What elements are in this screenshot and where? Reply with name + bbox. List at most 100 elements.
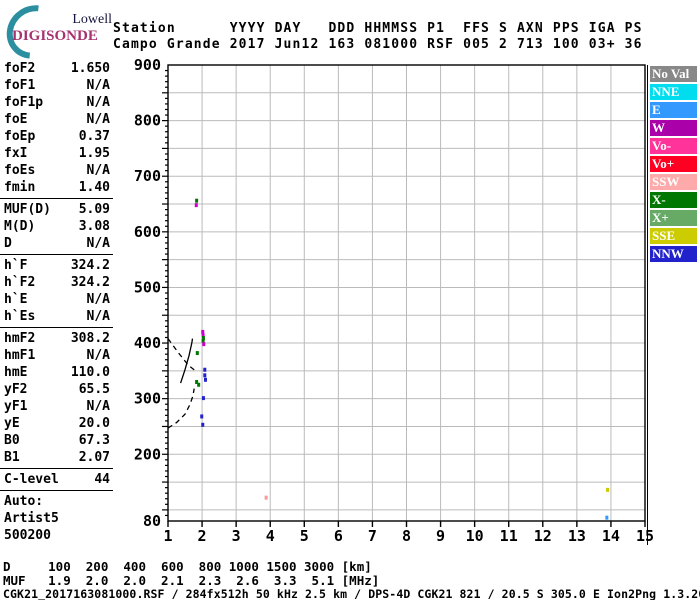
parameter-value: 65.5 <box>78 382 110 397</box>
echo-point <box>605 515 609 520</box>
x-tick-label: 9 <box>436 527 445 545</box>
legend-item-sse: SSE <box>650 228 697 244</box>
parameter-row: MUF(D) 5.09 <box>0 201 113 218</box>
echo-point <box>264 495 268 500</box>
echo-point <box>203 373 207 378</box>
y-tick-label: 200 <box>134 445 161 463</box>
parameter-label: fxI <box>4 146 28 161</box>
y-tick-label: 900 <box>134 56 161 74</box>
parameter-label: yF1 <box>4 399 28 414</box>
logo-digisonde-text: DIGISONDE <box>12 28 98 44</box>
parameter-value: N/A <box>86 348 110 363</box>
echo-point <box>195 379 199 384</box>
legend-item-x: X- <box>650 192 697 208</box>
parameter-label: foF2 <box>4 61 36 76</box>
parameter-label: B1 <box>4 450 20 465</box>
legend-item-ssw: SSW <box>650 174 697 190</box>
legend-item-vo: Vo- <box>650 138 697 154</box>
x-tick-label: 4 <box>266 527 275 545</box>
header-column-titles: Station YYYY DAY DDD HHMMSS P1 FFS S AXN… <box>113 21 643 36</box>
status-line: CGK21_2017163081000.RSF / 284fx512h 50 k… <box>3 587 700 600</box>
parameter-group: MUF(D) 5.09 M(D) 3.08 D N/A <box>0 201 113 255</box>
legend-separator-line <box>647 65 648 545</box>
echo-point <box>201 338 205 343</box>
y-tick-label: 400 <box>134 334 161 352</box>
x-tick-label: 11 <box>500 527 518 545</box>
echo-point <box>197 382 201 387</box>
parameter-row: h`F 324.2 <box>0 257 113 274</box>
parameter-row: foE N/A <box>0 111 113 128</box>
echo-point <box>201 336 205 341</box>
echo-point <box>201 333 205 338</box>
x-tick-label: 2 <box>198 527 207 545</box>
y-tick-label: 300 <box>134 390 161 408</box>
parameter-row: hmE 110.0 <box>0 364 113 381</box>
echo-point <box>195 198 199 203</box>
parameter-row: yF2 65.5 <box>0 381 113 398</box>
parameter-label: fmin <box>4 180 36 195</box>
parameter-group: Auto: Artist5 500200 <box>0 493 113 546</box>
parameter-row: Auto: <box>0 493 113 510</box>
parameter-label: h`F2 <box>4 275 36 290</box>
parameter-label: hmF1 <box>4 348 36 363</box>
parameter-value: 1.650 <box>70 61 110 76</box>
parameter-label: M(D) <box>4 219 36 234</box>
parameter-label: yE <box>4 416 20 431</box>
parameter-row: h`E N/A <box>0 291 113 308</box>
parameter-group: hmF2 308.2 hmF1 N/A hmE 110.0 yF2 65.5 yF1 N/A yE 2… <box>0 330 113 469</box>
parameter-group: h`F 324.2 h`F2 324.2 h`E N/A h`Es N/A <box>0 257 113 328</box>
parameter-row: h`F2 324.2 <box>0 274 113 291</box>
parameter-value: 20.0 <box>78 416 110 431</box>
parameter-value: 5.09 <box>78 202 110 217</box>
profile-curve-dashed <box>167 338 198 373</box>
parameter-value: N/A <box>86 309 110 324</box>
legend-item-noval: No Val <box>650 66 697 82</box>
parameter-label: hmE <box>4 365 28 380</box>
parameter-value: 3.08 <box>78 219 110 234</box>
logo-lowell-text: Lowell <box>72 12 112 27</box>
legend-item-e: E <box>650 102 697 118</box>
parameter-label: Artist5 <box>4 511 59 526</box>
parameter-row: hmF1 N/A <box>0 347 113 364</box>
echo-point <box>194 203 198 208</box>
echo-point <box>203 367 207 372</box>
parameter-label: hmF2 <box>4 331 36 346</box>
parameter-row: yE 20.0 <box>0 415 113 432</box>
parameter-value: 2.07 <box>78 450 110 465</box>
parameter-label: yF2 <box>4 382 28 397</box>
x-tick-label: 6 <box>334 527 343 545</box>
parameter-label: MUF(D) <box>4 202 51 217</box>
parameter-label: 500200 <box>4 528 51 543</box>
legend-item-vo: Vo+ <box>650 156 697 172</box>
parameter-row: C-level 44 <box>0 471 113 488</box>
echo-point <box>201 329 205 334</box>
parameter-value: N/A <box>86 236 110 251</box>
legend-item-x: X+ <box>650 210 697 226</box>
echo-point <box>202 342 206 347</box>
parameter-row: B1 2.07 <box>0 449 113 466</box>
echo-direction-legend: No Val NNE E W Vo- Vo+ SSW X- X+ SSE NNW <box>650 66 698 264</box>
y-tick-label: 600 <box>134 223 161 241</box>
x-tick-label: 3 <box>232 527 241 545</box>
x-tick-label: 15 <box>636 527 654 545</box>
parameter-value: 67.3 <box>78 433 110 448</box>
parameter-label: foF1 <box>4 78 36 93</box>
echo-point <box>201 396 205 401</box>
parameter-label: foEs <box>4 163 36 178</box>
echo-point <box>203 377 207 382</box>
parameter-value: N/A <box>86 112 110 127</box>
parameter-row: M(D) 3.08 <box>0 218 113 235</box>
x-tick-label: 10 <box>466 527 484 545</box>
parameter-value: 0.37 <box>78 129 110 144</box>
parameter-value: N/A <box>86 292 110 307</box>
parameter-row: foF1 N/A <box>0 77 113 94</box>
x-tick-label: 5 <box>300 527 309 545</box>
parameter-value: N/A <box>86 163 110 178</box>
parameter-value: N/A <box>86 399 110 414</box>
parameter-row: 500200 <box>0 527 113 544</box>
parameter-value: 110.0 <box>70 365 110 380</box>
x-tick-label: 1 <box>163 527 172 545</box>
parameter-row: yF1 N/A <box>0 398 113 415</box>
